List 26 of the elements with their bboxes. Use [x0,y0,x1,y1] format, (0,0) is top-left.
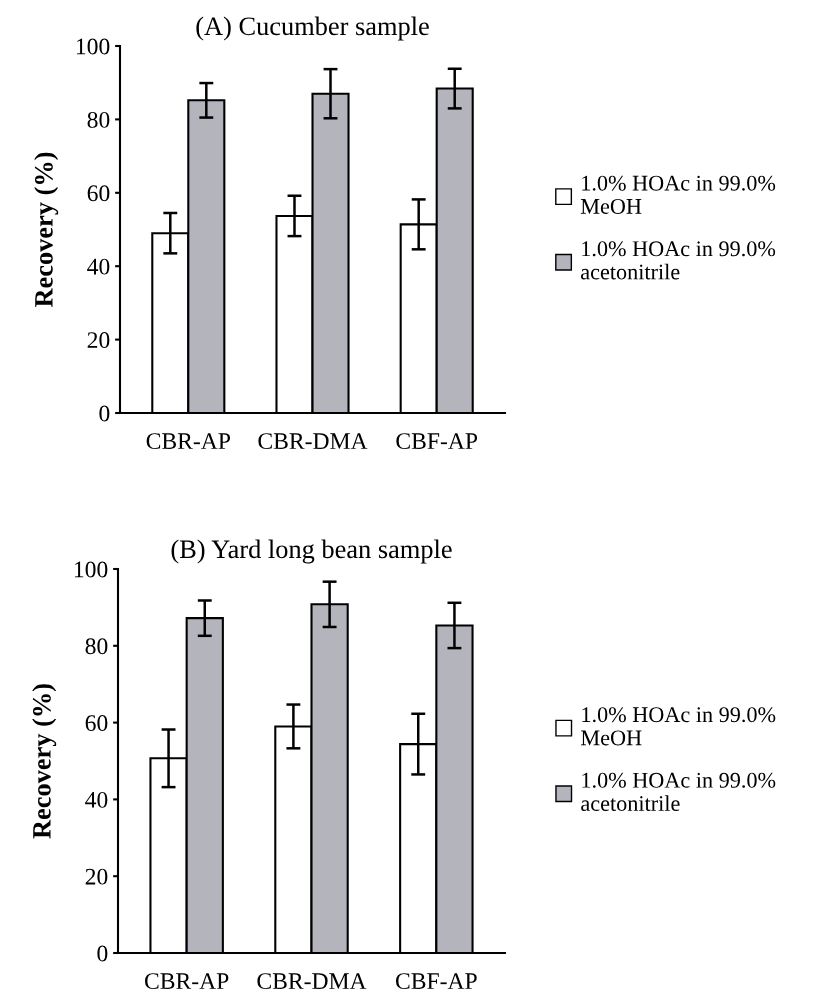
x-tick-label: CBF-AP [395,973,477,990]
y-tick-label: 80 [85,638,108,655]
y-tick-label: 40 [85,791,108,808]
y-tick-label: 20 [87,332,110,349]
y-tick-label: 20 [85,868,108,885]
x-tick-label: CBR-DMA [257,973,367,990]
y-tick-label: 60 [87,185,110,202]
legend-label: 1.0% HOAc in 99.0% acetonitrile [581,241,776,280]
chart-title: (B) Yard long bean sample [171,539,452,564]
legend-label: 1.0% HOAc in 99.0% acetonitrile [581,772,776,811]
x-tick-label: CBF-AP [396,433,478,450]
y-tick-label: 80 [87,111,110,128]
x-tick-label: CBR-AP [144,973,229,990]
chart-title: (A) Cucumber sample [196,16,429,41]
y-axis-title: Recovery (%) [32,684,57,839]
y-tick-label: 0 [99,405,110,422]
legend-label: 1.0% HOAc in 99.0% MeOH [580,175,776,214]
y-tick-label: 100 [74,561,108,578]
y-axis-title: Recovery (%) [34,152,59,308]
y-tick-label: 0 [97,945,108,962]
x-tick-label: CBR-DMA [258,433,368,450]
y-tick-label: 40 [87,258,110,275]
y-tick-label: 60 [85,715,108,732]
legend-label: 1.0% HOAc in 99.0% MeOH [581,707,776,746]
x-tick-label: CBR-AP [146,433,231,450]
y-tick-label: 100 [76,38,110,55]
